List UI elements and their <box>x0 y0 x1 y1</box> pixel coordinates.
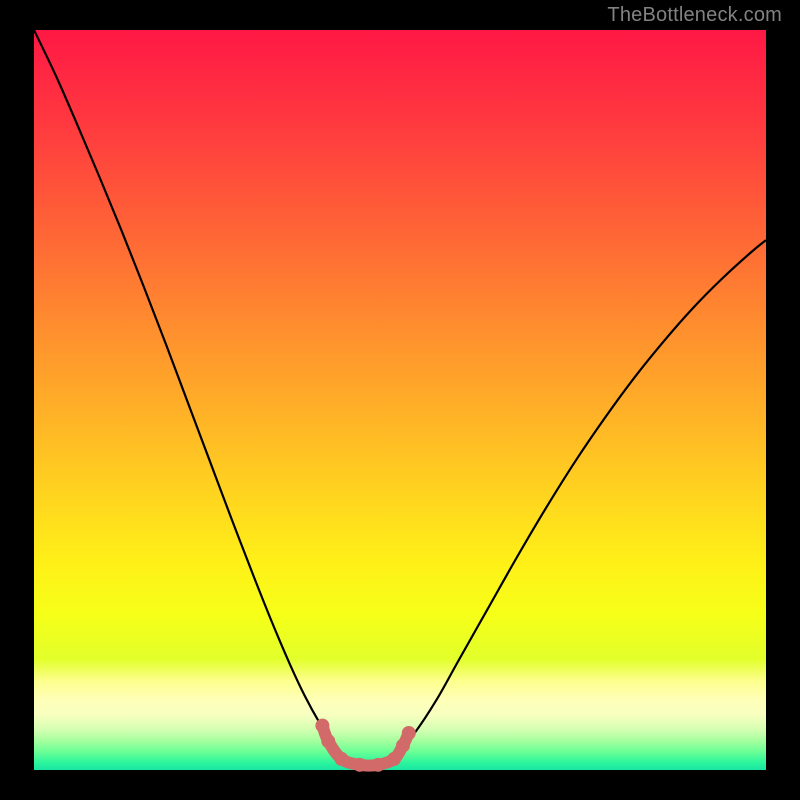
trough-marker-5 <box>387 752 401 766</box>
trough-marker-3 <box>353 758 367 772</box>
trough-marker-1 <box>321 734 335 748</box>
trough-marker-7 <box>402 726 416 740</box>
trough-marker-6 <box>396 739 410 753</box>
plot-background <box>34 30 766 770</box>
chart-frame: TheBottleneck.com <box>0 0 800 800</box>
trough-marker-0 <box>315 719 329 733</box>
bottleneck-chart-svg <box>0 0 800 800</box>
trough-marker-2 <box>334 752 348 766</box>
watermark-text: TheBottleneck.com <box>607 4 782 27</box>
trough-marker-4 <box>371 758 385 772</box>
